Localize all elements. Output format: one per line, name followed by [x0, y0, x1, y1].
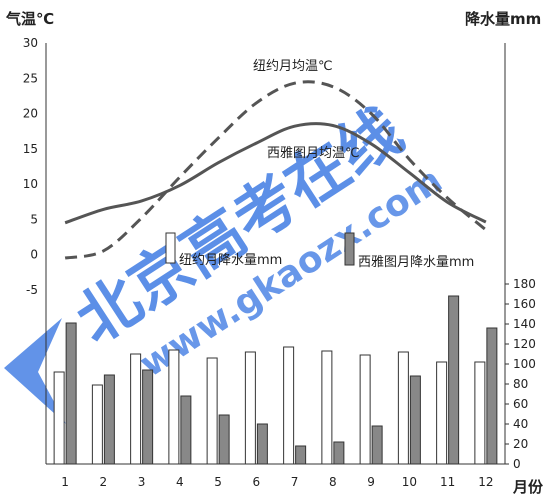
right-tick-label: 80: [513, 377, 528, 391]
right-tick-label: 40: [513, 417, 528, 431]
bar-newyork-precip: [321, 350, 333, 465]
x-axis-title: 月份: [512, 478, 544, 496]
y-left-axis-title: 气温℃: [5, 10, 54, 28]
bar-seattle-precip: [371, 425, 383, 465]
x-tick-label: 10: [402, 475, 417, 489]
bar-newyork-precip: [359, 354, 371, 465]
bar-newyork-precip: [91, 384, 103, 465]
left-tick-label: 30: [23, 36, 38, 50]
bar-newyork-precip: [397, 351, 409, 465]
x-tick-label: 4: [176, 475, 184, 489]
y-right-axis-title: 降水量mm: [465, 10, 541, 28]
x-tick-label: 6: [253, 475, 261, 489]
bar-seattle-precip: [256, 423, 268, 465]
x-tick-label: 2: [100, 475, 108, 489]
right-tick-label: 0: [513, 457, 521, 471]
left-tick-label: 0: [30, 248, 38, 262]
bar-newyork-precip: [168, 349, 180, 465]
bar-newyork-precip: [283, 346, 295, 465]
line-seattle-temp: [64, 122, 487, 225]
bar-seattle-precip: [142, 369, 154, 465]
left-tick-label: -5: [26, 283, 38, 297]
annotation-newyork-temp: 纽约月均温℃: [253, 59, 333, 74]
bar-newyork-precip: [436, 361, 448, 465]
x-tick-label: 5: [214, 475, 222, 489]
right-tick-label: 60: [513, 397, 528, 411]
bar-seattle-precip: [409, 375, 421, 465]
bar-seattle-precip: [180, 395, 192, 465]
x-tick-label: 3: [138, 475, 146, 489]
bar-seattle-precip: [448, 295, 460, 465]
left-tick-label: 25: [23, 71, 38, 85]
left-tick-label: 15: [23, 142, 38, 156]
annotation-seattle-precip: 西雅图月降水量mm: [358, 255, 474, 270]
right-tick-label: 20: [513, 437, 528, 451]
bar-seattle-precip: [295, 445, 307, 465]
annotation-seattle-temp: 西雅图月均温℃: [267, 146, 360, 161]
bar-seattle-precip: [103, 374, 115, 465]
bar-newyork-precip: [53, 371, 65, 465]
x-tick-label: 1: [61, 475, 69, 489]
right-tick-label: 160: [513, 297, 536, 311]
legend-marker-newyork-precip: [165, 232, 176, 264]
left-tick-label: 10: [23, 177, 38, 191]
right-tick-label: 100: [513, 357, 536, 371]
bar-seattle-precip: [486, 327, 498, 465]
x-tick-label: 7: [291, 475, 299, 489]
bar-seattle-precip: [333, 441, 345, 465]
right-tick-label: 120: [513, 337, 536, 351]
lines: [64, 80, 487, 260]
bar-seattle-precip: [65, 322, 77, 465]
annotation-newyork-precip: 纽约月降水量mm: [179, 253, 282, 268]
watermark-logo-mark: [4, 318, 66, 424]
right-tick-label: 140: [513, 317, 536, 331]
bar-seattle-precip: [218, 414, 230, 465]
right-tick-label: 180: [513, 277, 536, 291]
x-tick-label: 11: [440, 475, 455, 489]
left-tick-label: 5: [30, 212, 38, 226]
x-tick-label: 12: [478, 475, 493, 489]
legend-marker-seattle-precip: [344, 232, 355, 266]
bar-newyork-precip: [474, 361, 486, 465]
axes: [45, 43, 509, 465]
left-tick-label: 20: [23, 107, 38, 121]
bar-newyork-precip: [206, 357, 218, 465]
x-tick-label: 9: [367, 475, 375, 489]
line-newyork-temp: [64, 80, 487, 260]
x-tick-label: 8: [329, 475, 337, 489]
bars: [53, 295, 498, 465]
bar-newyork-precip: [130, 353, 142, 465]
bar-newyork-precip: [244, 351, 256, 465]
